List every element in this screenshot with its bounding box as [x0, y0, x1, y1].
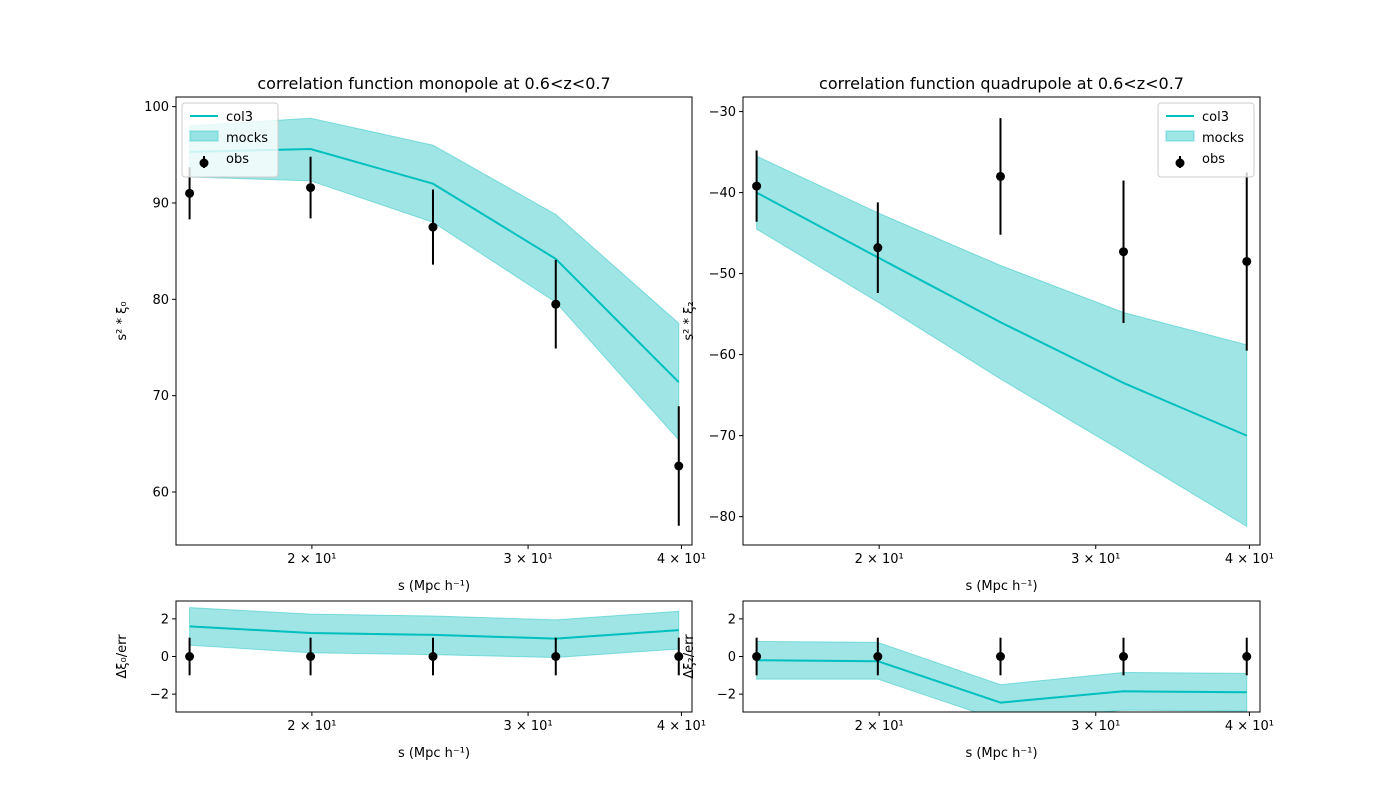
obs-point — [995, 171, 1005, 181]
x-axis-label: s (Mpc h⁻¹) — [398, 579, 470, 594]
legend-label-col3: col3 — [226, 110, 253, 125]
panel-title: correlation function monopole at 0.6<z<0… — [257, 74, 610, 93]
legend-label-mocks: mocks — [226, 131, 268, 146]
y-axis-label: Δξ₂/err — [682, 634, 697, 679]
y-tick-label: −2 — [717, 688, 736, 703]
axes-frame — [742, 96, 1261, 546]
col3-line — [756, 659, 1247, 704]
obs-point — [185, 652, 195, 661]
x-tick-label: 3 × 10¹ — [1071, 719, 1120, 734]
plot-area — [185, 117, 684, 526]
y-tick-label: −50 — [709, 267, 736, 282]
y-tick-label: 0 — [161, 650, 169, 665]
y-tick-label: −40 — [709, 186, 736, 201]
col3-line — [756, 191, 1248, 437]
y-tick-label: 80 — [152, 293, 169, 308]
obs-point — [674, 652, 684, 661]
panel-quadrupole-residual: 2 × 10¹ 3 × 10¹ 4 × 10¹ −2 0 2 s (Mpc h⁻¹) Δξ₂/… — [682, 600, 1274, 761]
legend-label-obs: obs — [226, 152, 249, 167]
panel-monopole-residual: 2 × 10¹ 3 × 10¹ 4 × 10¹ −2 0 2 s (Mpc h⁻¹) Δξ₀/… — [115, 600, 706, 761]
obs-point — [752, 181, 762, 191]
x-axis-label: s (Mpc h⁻¹) — [965, 746, 1037, 761]
legend-label-obs: obs — [1202, 152, 1225, 167]
x-tick-label: 4 × 10¹ — [1225, 552, 1274, 567]
y-tick-label: 70 — [152, 389, 169, 404]
obs-point — [1242, 652, 1252, 661]
y-axis-label: s² * ξ₀ — [115, 301, 130, 340]
y-tick-label: 2 — [161, 612, 169, 627]
y-axis-label: Δξ₀/err — [115, 634, 130, 679]
obs-point — [306, 652, 316, 661]
legend: col3 mocks obs — [1157, 102, 1255, 178]
y-axis-label: s² * ξ₂ — [682, 301, 697, 340]
x-tick-label: 2 × 10¹ — [287, 719, 336, 734]
legend-swatch-mocks — [1165, 130, 1195, 142]
legend-frame — [1157, 102, 1255, 178]
obs-point — [995, 652, 1005, 661]
x-tick-label: 4 × 10¹ — [657, 719, 706, 734]
axes-frame — [175, 96, 693, 546]
mocks-band — [189, 607, 680, 658]
obs-point — [873, 652, 883, 661]
col3-line — [189, 625, 679, 640]
x-tick-label: 3 × 10¹ — [503, 719, 552, 734]
obs-point — [873, 243, 883, 253]
obs-point — [1242, 256, 1252, 266]
x-axis-label: s (Mpc h⁻¹) — [965, 579, 1037, 594]
x-axis-label: s (Mpc h⁻¹) — [398, 746, 470, 761]
legend-label-mocks: mocks — [1202, 131, 1244, 146]
legend-swatch-obs — [1175, 158, 1185, 168]
obs-point — [752, 652, 762, 661]
obs-point — [674, 461, 684, 471]
x-tick-label: 4 × 10¹ — [1225, 719, 1274, 734]
legend-frame — [181, 102, 279, 178]
obs-point — [185, 188, 195, 198]
y-tick-label: 90 — [152, 196, 169, 211]
obs-point — [551, 299, 561, 309]
panel-monopole: 2 × 10¹ 3 × 10¹ 4 × 10¹ 60 70 80 90 100 s (Mpc h… — [115, 74, 706, 594]
obs-point — [306, 183, 316, 193]
legend-label-col3: col3 — [1202, 110, 1229, 125]
legend-swatch-obs — [199, 158, 209, 168]
y-tick-label: 0 — [728, 650, 736, 665]
y-tick-label: −30 — [709, 105, 736, 120]
plot-area — [752, 118, 1252, 528]
obs-point — [428, 222, 438, 232]
plot-area — [752, 637, 1252, 712]
y-tick-label: −80 — [709, 510, 736, 525]
obs-point — [1119, 247, 1129, 257]
x-tick-label: 2 × 10¹ — [287, 552, 336, 567]
x-tick-label: 3 × 10¹ — [1071, 552, 1120, 567]
y-tick-label: −2 — [150, 688, 169, 703]
obs-point — [428, 652, 438, 661]
y-tick-label: 60 — [152, 486, 169, 501]
legend: col3 mocks obs — [181, 102, 279, 178]
mocks-band — [756, 155, 1248, 528]
y-tick-label: 100 — [144, 100, 169, 115]
y-tick-label: −70 — [709, 429, 736, 444]
legend-swatch-mocks — [189, 130, 219, 142]
obs-point — [551, 652, 561, 661]
panel-quadrupole: 2 × 10¹ 3 × 10¹ 4 × 10¹ −80 −70 −60 −50 −40 −30 s… — [682, 74, 1274, 594]
panel-title: correlation function quadrupole at 0.6<z… — [819, 74, 1184, 93]
x-tick-label: 4 × 10¹ — [657, 552, 706, 567]
obs-point — [1119, 652, 1129, 661]
x-tick-label: 2 × 10¹ — [855, 719, 904, 734]
x-tick-label: 2 × 10¹ — [855, 552, 904, 567]
y-tick-label: 2 — [728, 612, 736, 627]
plot-area — [185, 607, 684, 676]
y-tick-label: −60 — [709, 348, 736, 363]
x-tick-label: 3 × 10¹ — [503, 552, 552, 567]
